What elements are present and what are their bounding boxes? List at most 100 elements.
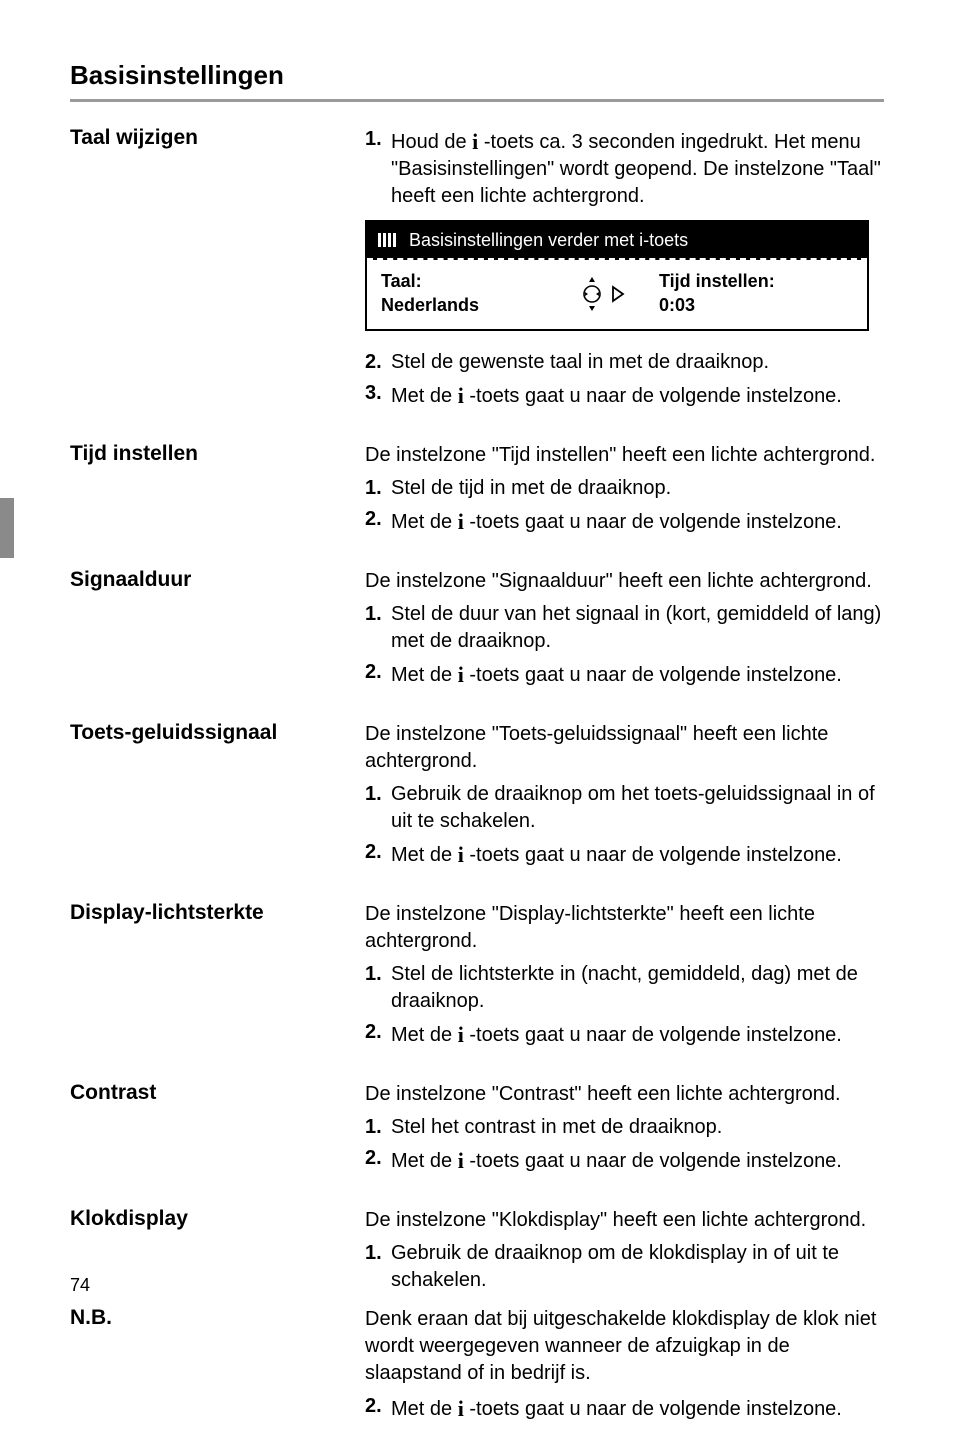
- step-text: Stel de tijd in met de draaiknop.: [391, 475, 884, 502]
- section-intro: De instelzone "Tijd instellen" heeft een…: [365, 442, 884, 469]
- info-i-glyph: i: [458, 1022, 464, 1047]
- step-number: 2.: [365, 1393, 391, 1423]
- step-text: Stel de duur van het signaal in (kort, g…: [391, 601, 884, 655]
- section-intro: Denk eraan dat bij uitgeschakelde klokdi…: [365, 1306, 884, 1387]
- display-header-text: Basisinstellingen verder met i-toets: [409, 228, 688, 252]
- step-text: Gebruik de draaiknop om de klokdisplay i…: [391, 1240, 884, 1294]
- step-item: 2.Met de i -toets gaat u naar de volgend…: [365, 1145, 884, 1175]
- step-text: Met de i -toets gaat u naar de volgende …: [391, 659, 884, 689]
- edge-tab: [0, 498, 14, 558]
- section-row: Taal wijzigen1.Houd de i -toets ca. 3 se…: [70, 126, 884, 416]
- section-row: SignaalduurDe instelzone "Signaalduur" h…: [70, 568, 884, 695]
- step-text: Met de i -toets gaat u naar de volgende …: [391, 1019, 884, 1049]
- display-left-value: Nederlands: [381, 294, 575, 317]
- display-right-value: 0:03: [659, 294, 853, 317]
- display-body: Taal:Nederlands Tijd instellen:0:03: [367, 260, 867, 329]
- section-heading: Toets-geluidssignaal: [70, 721, 365, 745]
- step-item: 1.Gebruik de draaiknop om de klokdisplay…: [365, 1240, 884, 1294]
- step-number: 1.: [365, 475, 391, 502]
- section-gap: [70, 881, 884, 901]
- section-body: Denk eraan dat bij uitgeschakelde klokdi…: [365, 1306, 884, 1429]
- settings-bars-icon: [377, 231, 399, 249]
- step-number: 2.: [365, 659, 391, 689]
- section-gap: [70, 1061, 884, 1081]
- step-list: 1.Houd de i -toets ca. 3 seconden ingedr…: [365, 126, 884, 210]
- section-body: De instelzone "Display-lichtsterkte" hee…: [365, 901, 884, 1055]
- section-row: KlokdisplayDe instelzone "Klokdisplay" h…: [70, 1207, 884, 1300]
- step-number: 2.: [365, 506, 391, 536]
- step-item: 2.Met de i -toets gaat u naar de volgend…: [365, 1393, 884, 1423]
- page-number: 74: [70, 1275, 90, 1296]
- step-text: Met de i -toets gaat u naar de volgende …: [391, 506, 884, 536]
- step-number: 2.: [365, 1145, 391, 1175]
- step-item: 1.Stel de lichtsterkte in (nacht, gemidd…: [365, 961, 884, 1015]
- section-heading: Contrast: [70, 1081, 365, 1105]
- info-i-glyph: i: [472, 129, 478, 154]
- step-item: 2.Met de i -toets gaat u naar de volgend…: [365, 1019, 884, 1049]
- section-intro: De instelzone "Display-lichtsterkte" hee…: [365, 901, 884, 955]
- section-row: Tijd instellenDe instelzone "Tijd instel…: [70, 442, 884, 542]
- section-gap: [70, 1187, 884, 1207]
- info-i-glyph: i: [458, 383, 464, 408]
- section-gap: [70, 701, 884, 721]
- step-item: 1.Stel het contrast in met de draaiknop.: [365, 1114, 884, 1141]
- step-list: 1.Stel de lichtsterkte in (nacht, gemidd…: [365, 961, 884, 1049]
- section-intro: De instelzone "Klokdisplay" heeft een li…: [365, 1207, 884, 1234]
- step-list: 1.Stel de duur van het signaal in (kort,…: [365, 601, 884, 689]
- info-i-glyph: i: [458, 1148, 464, 1173]
- section-row: Display-lichtsterkteDe instelzone "Displ…: [70, 901, 884, 1055]
- section-heading: Signaalduur: [70, 568, 365, 592]
- step-text: Stel de lichtsterkte in (nacht, gemiddel…: [391, 961, 884, 1015]
- section-row: ContrastDe instelzone "Contrast" heeft e…: [70, 1081, 884, 1181]
- section-intro: De instelzone "Toets-geluidssignaal" hee…: [365, 721, 884, 775]
- section-heading: Tijd instellen: [70, 442, 365, 466]
- display-right-cell: Tijd instellen:0:03: [631, 270, 853, 317]
- step-text: Met de i -toets gaat u naar de volgende …: [391, 1145, 884, 1175]
- step-number: 1.: [365, 961, 391, 1015]
- step-item: 3.Met de i -toets gaat u naar de volgend…: [365, 380, 884, 410]
- step-number: 1.: [365, 1240, 391, 1294]
- section-body: De instelzone "Contrast" heeft een licht…: [365, 1081, 884, 1181]
- step-item: 2.Met de i -toets gaat u naar de volgend…: [365, 659, 884, 689]
- step-item: 2.Met de i -toets gaat u naar de volgend…: [365, 839, 884, 869]
- step-number: 2.: [365, 839, 391, 869]
- info-i-glyph: i: [458, 1396, 464, 1421]
- step-number: 1.: [365, 1114, 391, 1141]
- section-heading: Display-lichtsterkte: [70, 901, 365, 925]
- step-number: 1.: [365, 781, 391, 835]
- section-intro: De instelzone "Signaalduur" heeft een li…: [365, 568, 884, 595]
- section-gap: [70, 1435, 884, 1455]
- display-center-icons: [575, 274, 631, 314]
- step-item: 1.Gebruik de draaiknop om het toets-gelu…: [365, 781, 884, 835]
- display-left-cell: Taal:Nederlands: [381, 270, 575, 317]
- section-gap: [70, 422, 884, 442]
- section-gap: [70, 548, 884, 568]
- info-i-glyph: i: [458, 662, 464, 687]
- section-body: De instelzone "Klokdisplay" heeft een li…: [365, 1207, 884, 1300]
- title-rule: [70, 99, 884, 102]
- page-title: Basisinstellingen: [70, 60, 884, 91]
- step-text: Met de i -toets gaat u naar de volgende …: [391, 1393, 884, 1423]
- step-list: 1.Stel het contrast in met de draaiknop.…: [365, 1114, 884, 1175]
- step-list: 1.Gebruik de draaiknop om de klokdisplay…: [365, 1240, 884, 1294]
- step-list: 1.Gebruik de draaiknop om het toets-gelu…: [365, 781, 884, 869]
- section-body: De instelzone "Toets-geluidssignaal" hee…: [365, 721, 884, 875]
- section-intro: De instelzone "Contrast" heeft een licht…: [365, 1081, 884, 1108]
- step-item: 2.Met de i -toets gaat u naar de volgend…: [365, 506, 884, 536]
- section-heading: N.B.: [70, 1306, 365, 1330]
- display-left-label: Taal:: [381, 270, 575, 293]
- section-row: Toets-geluidssignaalDe instelzone "Toets…: [70, 721, 884, 875]
- info-i-glyph: i: [458, 842, 464, 867]
- step-text: Stel het contrast in met de draaiknop.: [391, 1114, 884, 1141]
- info-i-glyph: i: [458, 509, 464, 534]
- step-text: Stel de gewenste taal in met de draaikno…: [391, 349, 884, 376]
- section-row: N.B.Denk eraan dat bij uitgeschakelde kl…: [70, 1306, 884, 1429]
- dial-icon: [579, 274, 605, 314]
- step-item: 1.Stel de duur van het signaal in (kort,…: [365, 601, 884, 655]
- step-text: Met de i -toets gaat u naar de volgende …: [391, 839, 884, 869]
- section-body: De instelzone "Signaalduur" heeft een li…: [365, 568, 884, 695]
- manual-page: Basisinstellingen Taal wijzigen1.Houd de…: [0, 0, 954, 1326]
- step-number: 3.: [365, 380, 391, 410]
- step-item: 1.Stel de tijd in met de draaiknop.: [365, 475, 884, 502]
- step-list: 1.Stel de tijd in met de draaiknop.2.Met…: [365, 475, 884, 536]
